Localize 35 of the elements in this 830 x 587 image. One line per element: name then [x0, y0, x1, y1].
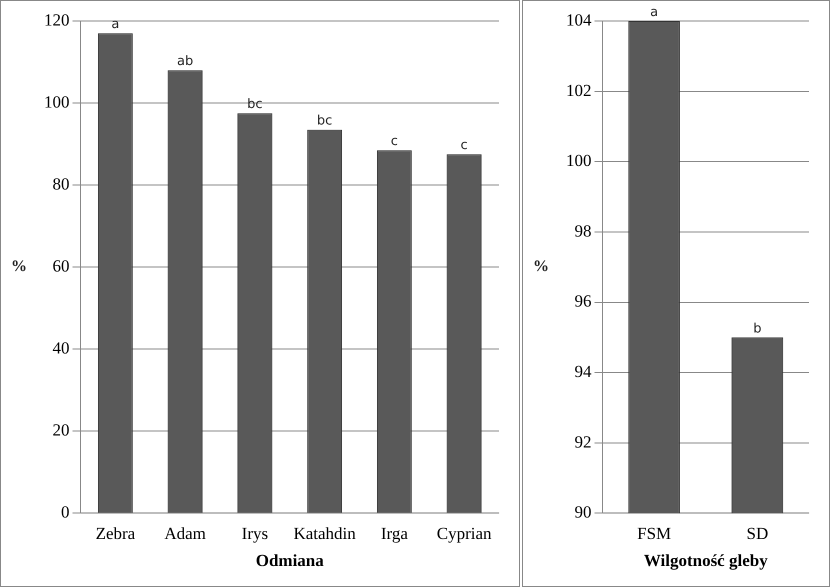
y-tick-label: 98	[574, 221, 592, 240]
x-tick-label: Irga	[380, 524, 408, 543]
data-label: c	[460, 138, 468, 154]
x-tick-label: FSM	[637, 524, 672, 543]
y-tick-label: 100	[44, 92, 70, 112]
x-tick-label: SD	[746, 524, 768, 543]
y-tick-label: 120	[44, 10, 70, 30]
data-label: ab	[177, 54, 194, 70]
y-tick-label: 92	[574, 432, 592, 452]
x-axis-title: Wilgotność gleby	[644, 551, 768, 570]
y-tick-label: 96	[574, 292, 592, 311]
y-tick-label: 80	[52, 174, 70, 194]
x-tick-label: Irys	[242, 524, 268, 543]
y-tick-label: 100	[566, 151, 592, 170]
y-tick-label: 40	[52, 338, 70, 358]
y-tick-label: 94	[574, 362, 592, 382]
x-tick-label: Adam	[164, 524, 206, 543]
data-label: bc	[316, 114, 332, 129]
data-label: a	[111, 17, 120, 32]
data-label: b	[753, 321, 762, 336]
x-axis-title: Odmiana	[256, 551, 324, 570]
y-tick-label: 60	[52, 256, 70, 276]
data-label: a	[650, 4, 658, 20]
x-tick-label: Cyprian	[436, 524, 492, 543]
y-tick-label: 0	[61, 502, 70, 522]
y-tick-label: 104	[566, 10, 592, 30]
y-tick-label: 90	[574, 502, 592, 522]
y-axis-title: %	[533, 258, 549, 276]
y-tick-label: 20	[52, 420, 70, 440]
data-label: bc	[247, 97, 263, 112]
x-tick-label: Zebra	[96, 524, 136, 543]
data-label: c	[390, 134, 398, 150]
x-tick-label: Katahdin	[293, 524, 356, 543]
y-tick-label: 102	[566, 80, 592, 100]
y-axis-title: %	[11, 258, 27, 276]
